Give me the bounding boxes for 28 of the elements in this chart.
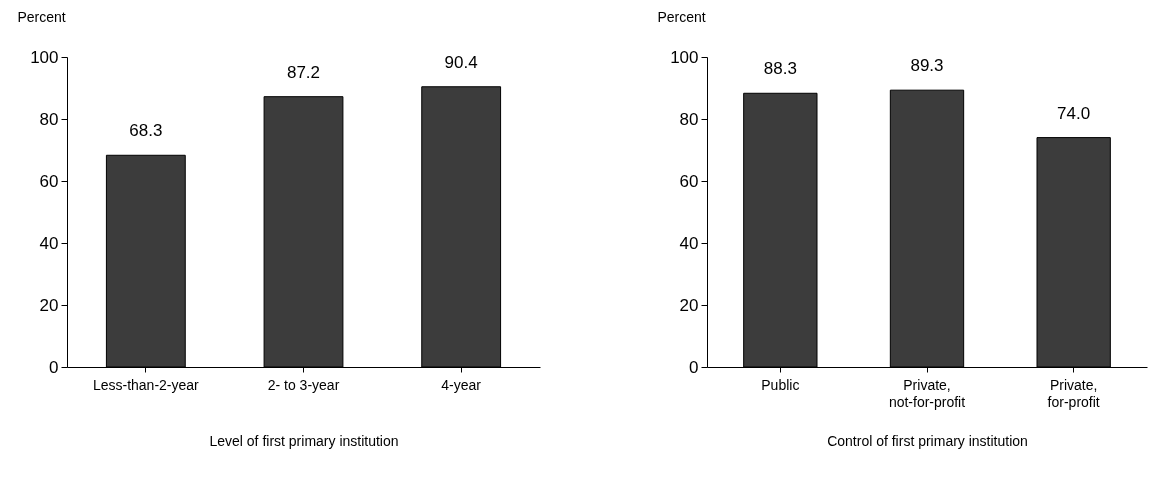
x-axis-title: Control of first primary institution <box>827 432 1028 449</box>
y-axis-title: Percent <box>17 8 66 25</box>
data-label: 88.3 <box>763 59 797 79</box>
y-tick-label: 60 <box>679 171 699 191</box>
data-label: 87.2 <box>286 62 321 82</box>
y-tick-label: 40 <box>679 233 699 253</box>
x-tick-label: 4-year <box>441 376 482 393</box>
y-tick-label: 0 <box>689 357 699 377</box>
y-tick-label: 100 <box>670 47 699 67</box>
y-tick-label: 40 <box>39 233 59 253</box>
x-tick-label: Less-than-2-year <box>92 376 200 393</box>
y-tick-label: 20 <box>679 295 699 315</box>
y-tick-label: 80 <box>39 109 59 129</box>
y-axis-title: Percent <box>657 8 706 25</box>
y-tick-label: 0 <box>49 357 59 377</box>
data-label: 74.0 <box>1057 103 1091 123</box>
y-tick-label: 60 <box>39 171 59 191</box>
x-tick-label: Public <box>761 376 800 393</box>
x-tick-label: 2- to 3-year <box>267 376 340 393</box>
x-tick-label: Private, for-profit <box>1047 376 1100 410</box>
data-label: 68.3 <box>129 121 163 141</box>
y-tick-label: 100 <box>30 47 59 67</box>
data-label: 89.3 <box>910 56 944 76</box>
data-label: 90.4 <box>444 52 478 72</box>
x-tick-label: Private, not-for-profit <box>888 376 966 410</box>
x-axis-title: Level of first primary institution <box>209 432 399 449</box>
y-tick-label: 80 <box>679 109 699 129</box>
y-tick-label: 20 <box>39 295 59 315</box>
